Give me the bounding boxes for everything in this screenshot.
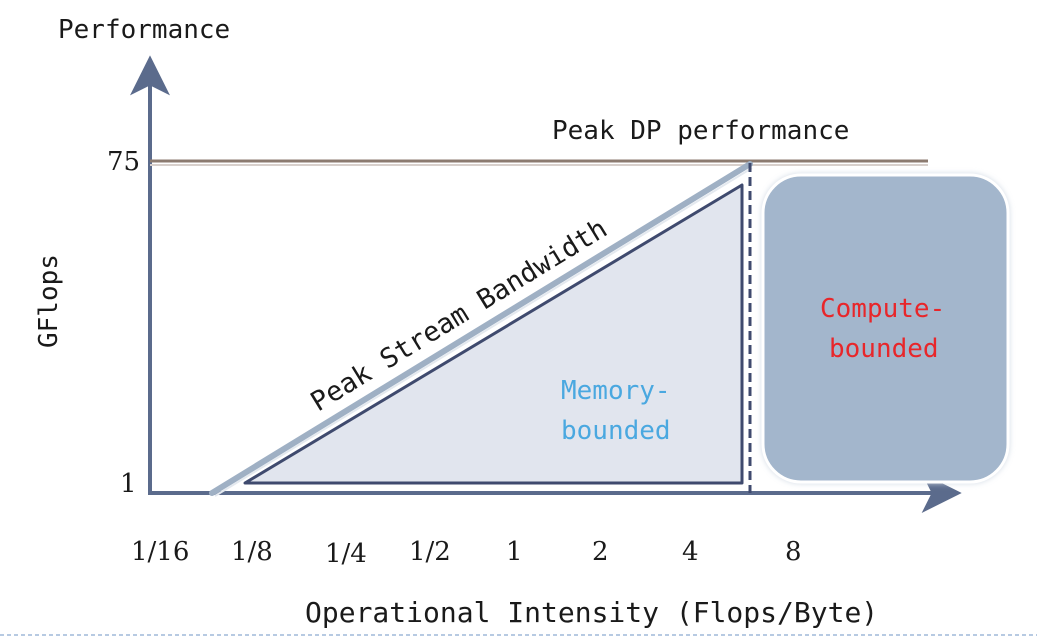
peak-performance-label: Peak DP performance <box>552 116 849 146</box>
y-axis-title: Performance <box>58 15 230 45</box>
memory-bounded-label-line2: bounded <box>561 416 671 446</box>
bandwidth-line <box>209 161 753 496</box>
memory-bounded-label-line1: Memory- <box>561 376 671 406</box>
x-tick-labels: 1/16 1/8 1/4 1/2 1 2 4 8 <box>131 537 802 569</box>
x-tick-label: 8 <box>785 537 802 567</box>
x-tick-label: 1/16 <box>131 537 189 567</box>
compute-bounded-region <box>761 173 1010 484</box>
x-tick-label: 1/2 <box>409 537 451 567</box>
y-axis-units: GFlops <box>34 254 64 348</box>
compute-bounded-label-line2: bounded <box>829 334 939 364</box>
x-tick-label: 2 <box>592 537 609 567</box>
memory-bounded-region <box>243 183 744 485</box>
x-tick-label: 1/8 <box>231 537 273 567</box>
y-tick-label-1: 1 <box>120 469 137 499</box>
x-tick-label: 1 <box>506 537 523 567</box>
bandwidth-line-highlight <box>214 167 753 497</box>
x-tick-label: 4 <box>682 537 699 567</box>
compute-bounded-label-line1: Compute- <box>820 294 945 324</box>
x-axis-title: Operational Intensity (Flops/Byte) <box>305 596 878 629</box>
x-tick-label: 1/4 <box>325 539 367 569</box>
y-tick-label-75: 75 <box>107 147 140 177</box>
